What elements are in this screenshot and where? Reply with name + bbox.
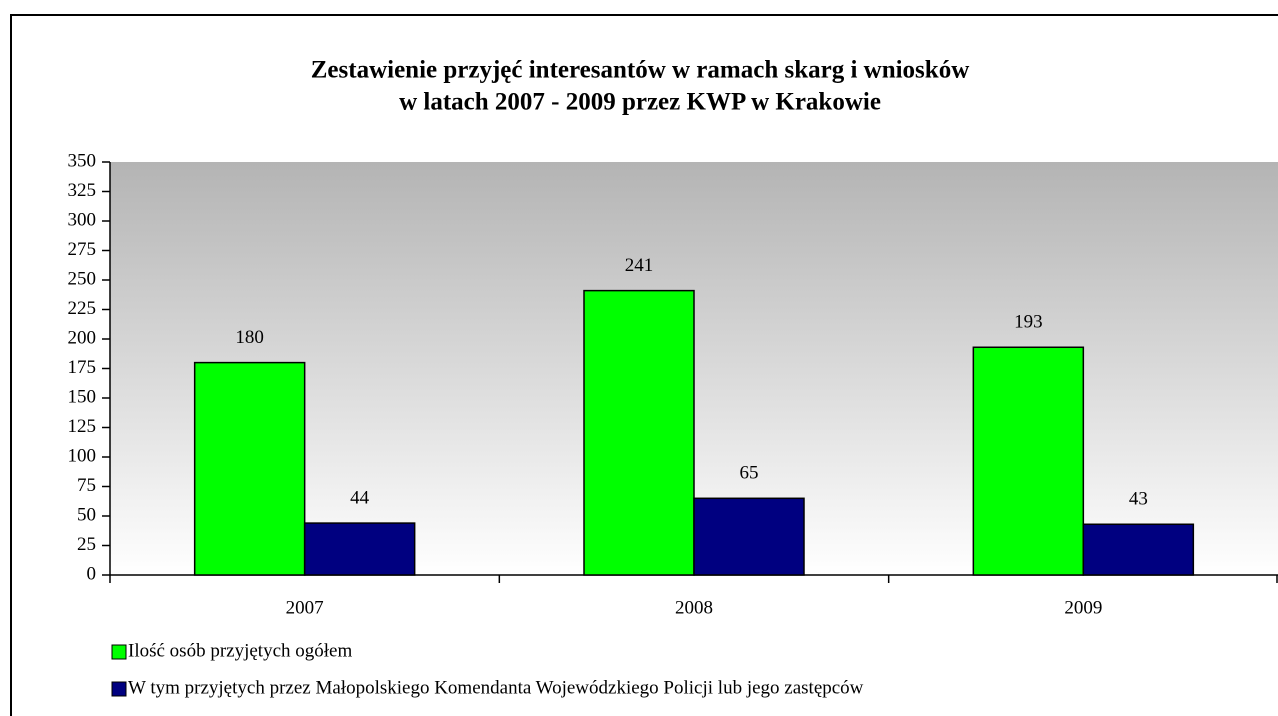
y-tick-label: 350 [68,150,97,171]
y-tick-label: 150 [68,386,97,407]
y-tick-label: 0 [87,563,97,584]
y-tick-label: 125 [68,416,97,437]
y-tick-label: 300 [68,209,97,230]
bar [693,497,805,576]
bar [1082,523,1195,576]
data-label: 241 [625,255,654,276]
bar [972,346,1085,576]
data-label: 180 [235,327,264,348]
y-tick-label: 100 [68,445,97,466]
bar [583,289,695,576]
x-tick-label: 2008 [675,597,713,618]
y-tick-label: 50 [77,504,96,525]
chart-title: Zestawienie przyjęć interesantów w ramac… [311,57,970,84]
data-label: 44 [350,487,370,508]
legend-swatch [111,681,127,697]
y-tick-label: 25 [77,534,96,555]
x-tick-label: 2009 [1064,597,1102,618]
legend-label: Ilość osób przyjętych ogółem [128,640,352,661]
chart-border [10,14,1278,716]
data-label: 43 [1129,489,1148,510]
x-tick-label: 2007 [286,597,324,618]
chart-title: w latach 2007 - 2009 przez KWP w Krakowi… [399,89,881,116]
bar [303,522,416,576]
y-tick-label: 250 [68,268,97,289]
y-tick-label: 275 [68,239,97,260]
y-tick-label: 175 [68,357,97,378]
y-tick-label: 200 [68,327,97,348]
y-tick-label: 225 [68,298,97,319]
data-label: 193 [1014,312,1043,333]
y-tick-label: 325 [68,180,97,201]
legend-label: W tym przyjętych przez Małopolskiego Kom… [128,677,864,698]
y-tick-label: 75 [77,475,96,496]
legend-swatch [111,644,127,660]
bar [193,361,306,576]
data-label: 65 [740,463,759,484]
